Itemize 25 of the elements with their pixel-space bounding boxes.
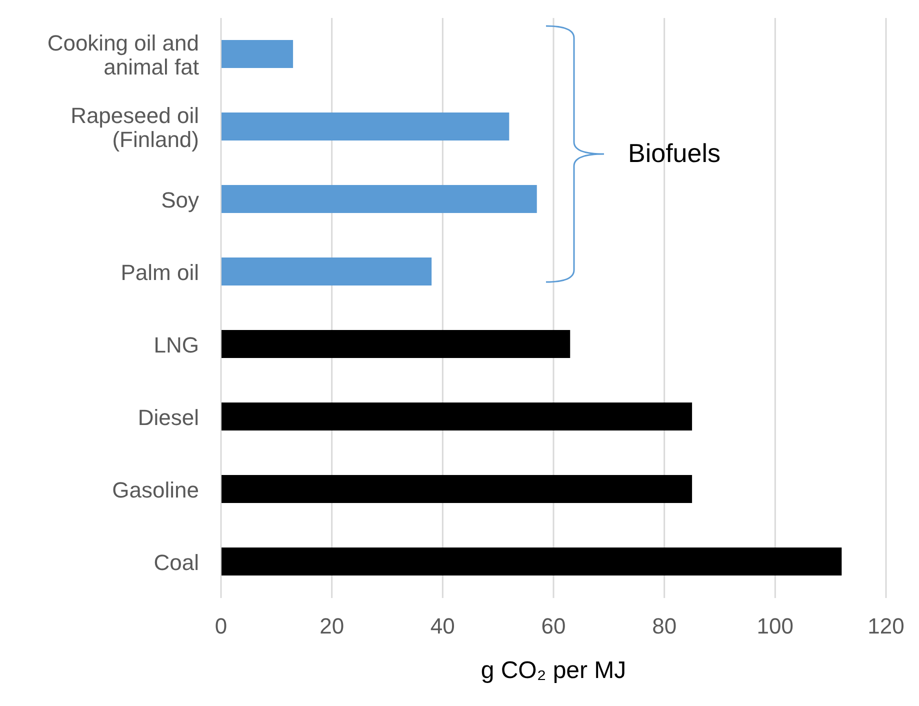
- bar: [221, 40, 294, 68]
- y-tick-label: LNG: [154, 332, 199, 357]
- y-tick-label: Cooking oil and animal fat: [47, 30, 199, 79]
- bar: [221, 402, 692, 430]
- annotation: Biofuels: [628, 138, 720, 169]
- y-tick-label: Coal: [154, 549, 199, 574]
- x-axis-title: g CO₂ per MJ: [480, 657, 626, 684]
- bar: [221, 548, 842, 576]
- x-tick-label: 0: [214, 614, 228, 639]
- y-tick-label: Rapeseed oil (Finland): [70, 102, 199, 152]
- bar: [221, 258, 432, 286]
- y-tick-label: Diesel: [138, 404, 199, 430]
- bar: [221, 330, 570, 358]
- y-tick-label: Palm oil: [120, 259, 199, 284]
- y-tick-label: Soy: [161, 186, 199, 212]
- y-tick-label: Gasoline: [112, 476, 199, 502]
- x-tick-label: 120: [868, 614, 904, 639]
- x-tick-label: 40: [430, 614, 455, 639]
- bar: [221, 112, 510, 140]
- bar: [221, 475, 692, 503]
- x-tick-label: 60: [541, 614, 566, 639]
- bar: [221, 185, 537, 213]
- x-tick-label: 80: [652, 614, 677, 639]
- x-tick-label: 100: [756, 614, 794, 639]
- x-tick-label: 20: [320, 614, 344, 639]
